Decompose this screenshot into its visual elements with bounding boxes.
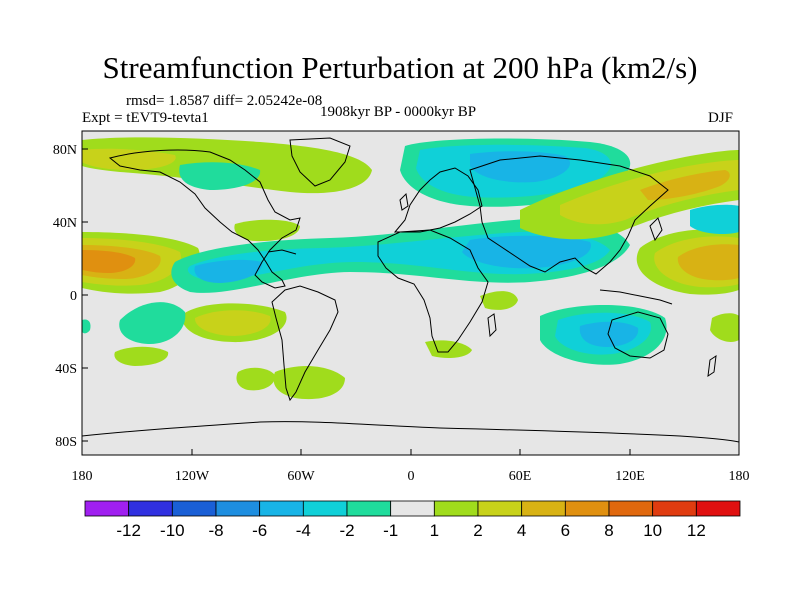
period-label: 1908kyr BP - 0000kyr BP — [320, 104, 477, 120]
colorbar-swatch — [390, 500, 435, 517]
colorbar-swatch — [433, 500, 479, 517]
colorbar-label: -12 — [116, 521, 141, 540]
y-label-80n: 80N — [53, 143, 77, 158]
x-label-120w: 120W — [175, 469, 210, 484]
colorbar-swatch — [215, 500, 261, 517]
colorbar-swatch — [171, 500, 217, 517]
coast-north-america — [108, 149, 301, 289]
coast-africa — [377, 229, 489, 353]
season-label: DJF — [708, 110, 734, 126]
colorbar-label: 10 — [643, 521, 662, 540]
colorbar-swatch — [521, 500, 566, 517]
coast-europe — [393, 167, 483, 233]
experiment-label: Expt = tEVT9-tevta1 — [82, 110, 209, 126]
y-label-0: 0 — [70, 289, 77, 304]
y-label-80s: 80S — [55, 435, 77, 450]
contour-pos-spac-2 — [194, 310, 271, 336]
contour-pos-spac-east — [710, 313, 739, 342]
contour-neg-npac — [690, 204, 739, 234]
colorbar-label: -6 — [252, 521, 267, 540]
colorbar-label: -1 — [383, 521, 398, 540]
coast-indonesia — [599, 289, 673, 305]
contour-neg-canada — [179, 162, 261, 190]
contour-pos-swpac — [236, 367, 276, 391]
contour-neg-band-4b — [194, 259, 263, 283]
contour-pos-east-6 — [677, 244, 739, 281]
colorbar-label: 2 — [473, 521, 482, 540]
colorbar-label: 1 — [430, 521, 439, 540]
coast-japan — [649, 217, 663, 242]
colorbar-swatch — [128, 500, 173, 517]
coast-south-america — [271, 285, 339, 402]
contour-neg-spac — [119, 302, 186, 345]
x-label-180w: 180 — [72, 469, 93, 484]
x-label-60e: 60E — [509, 469, 532, 484]
coast-uk — [399, 192, 409, 211]
colorbar-swatch — [477, 500, 523, 517]
anomaly-field — [82, 137, 739, 400]
colorbar-swatch — [346, 500, 392, 517]
colorbar-swatch — [259, 500, 304, 517]
colorbar-label: -10 — [160, 521, 185, 540]
y-label-40n: 40N — [53, 216, 77, 231]
x-label-60w: 60W — [287, 469, 315, 484]
colorbar-label: 4 — [517, 521, 526, 540]
colorbar-label: 8 — [604, 521, 613, 540]
contour-neg-indian-4 — [579, 321, 639, 347]
contour-pos-sind-2 — [425, 340, 472, 358]
colorbar-label: -2 — [339, 521, 354, 540]
contour-pos-satl — [273, 366, 345, 400]
contour-pos-natl-3 — [234, 219, 300, 242]
contour-pos-west-8 — [82, 250, 136, 273]
rmsd-diff-stats: rmsd= 1.8587 diff= 2.05242e-08 — [126, 93, 323, 109]
contour-neg-east-edge — [82, 319, 91, 334]
colorbar-swatch — [652, 500, 697, 517]
colorbar-swatch — [564, 500, 610, 517]
colorbar-swatch — [695, 500, 741, 517]
coast-greenland — [289, 137, 351, 187]
contour-neg-north-4 — [470, 151, 571, 183]
figure-title: Streamfunction Perturbation at 200 hPa (… — [102, 50, 698, 85]
colorbar-label: 12 — [687, 521, 706, 540]
contour-neg-band-4 — [462, 235, 591, 269]
coast-antarctica — [82, 421, 739, 443]
colorbar-label: -4 — [296, 521, 311, 540]
contour-pos-npac-3 — [640, 170, 730, 200]
contour-pos-spac-3 — [114, 346, 169, 366]
colorbar-swatch — [84, 500, 130, 517]
x-ticks — [81, 449, 740, 455]
colorbar-swatch — [608, 500, 654, 517]
colorbar-swatch — [302, 500, 348, 517]
x-label-180e: 180 — [729, 469, 750, 484]
contour-pos-natl-2 — [82, 148, 176, 170]
coast-new-zealand — [707, 354, 717, 378]
x-label-0: 0 — [408, 469, 415, 484]
colorbar-label: -8 — [208, 521, 223, 540]
y-ticks — [82, 148, 88, 442]
coast-australia — [607, 311, 669, 359]
coastlines — [82, 137, 739, 443]
contour-pos-sind — [480, 291, 518, 310]
coast-asia — [469, 155, 669, 275]
coast-caribbean — [267, 249, 297, 255]
x-label-120e: 120E — [615, 469, 645, 484]
colorbar: -12 -10 -8 -6 -4 -2 -1 1 2 4 6 8 10 12 — [84, 500, 741, 540]
y-label-40s: 40S — [55, 362, 77, 377]
map-panel: 80N 40N 0 40S 80S 180 120W 60W 0 60E 120… — [53, 130, 750, 484]
coast-madagascar — [487, 313, 497, 338]
colorbar-label: 6 — [561, 521, 570, 540]
